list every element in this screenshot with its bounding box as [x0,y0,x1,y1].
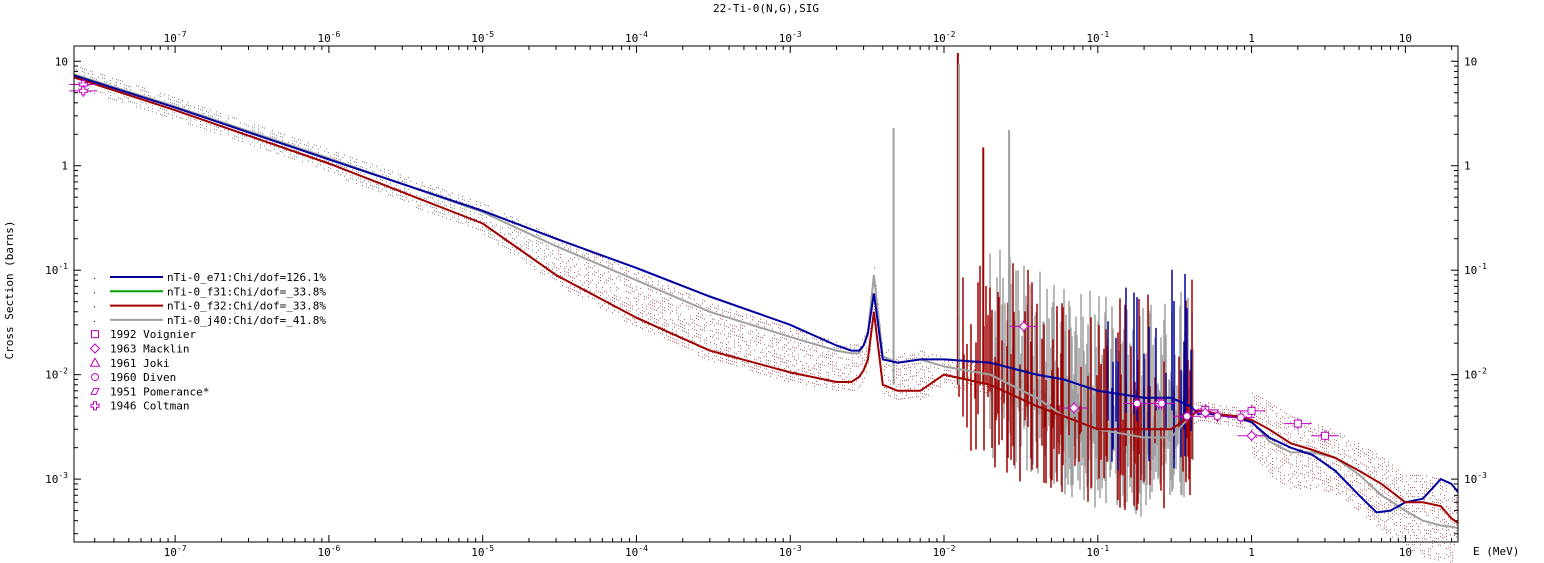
x-tick-label: 10-3 [779,544,802,559]
evaluation-curves [73,73,1459,530]
y-tick-label: 1 [61,160,68,173]
legend-label: 1963 Macklin [110,343,189,356]
resonance-spikes-blue [1107,269,1192,471]
experimental-points [69,78,1339,442]
marker-circle [1236,413,1245,422]
legend-dot: . [92,272,97,281]
y-tick-label: 10-3 [45,471,68,486]
y-tick-label: 10 [1464,55,1477,68]
x-tick-label: 10-2 [933,30,956,45]
marker-circle [91,373,99,382]
marker-square [91,330,99,339]
y-tick-label: 10-3 [1464,471,1487,486]
legend-dot: . [92,286,97,295]
resonance-structure [892,52,1194,517]
top-axis-ticks: 10-7 10-6 10-5 10-4 10-3 10-2 10-1 1 10 [94,30,1453,53]
x-tick-label: 10-1 [1086,544,1109,559]
y-tick-label: 10 [55,55,68,68]
marker-circle [1182,412,1191,421]
x-tick-label: 10-7 [164,544,187,559]
legend-label: nTi-0_j40:Chi/dof=_41.8% [167,314,326,327]
legend-dot: . [92,301,97,310]
y-tick-label: 10-2 [45,367,68,382]
x-tick-label: 10-5 [471,544,494,559]
legend-label: nTi-0_f32:Chi/dof=_33.8% [167,300,326,313]
x-tick-label: 10-3 [779,30,802,45]
right-axis-ticks: 10 1 10-1 10-2 10-3 [1451,55,1487,535]
bottom-axis-ticks: 10-7 10-6 10-5 10-4 10-3 10-2 10-1 1 10 [94,535,1453,559]
marker-diamond [1018,321,1029,332]
marker-diamond [1246,430,1257,441]
y-tick-label: 10-2 [1464,367,1487,382]
marker-circle [1133,399,1142,408]
marker-slash [90,387,100,395]
x-tick-label: 1 [1248,32,1255,45]
legend: . nTi-0_e71:Chi/dof=126.1%. nTi-0_f31:Chi/… [89,271,326,413]
legend-label: 1992 Voignier [110,328,196,341]
x-tick-label: 10 [1399,546,1412,559]
y-tick-label: 10-1 [45,262,68,277]
x-tick-label: 1 [1248,546,1255,559]
marker-cross [78,86,88,96]
x-tick-label: 10-4 [625,30,648,45]
plot-frame [73,45,1459,543]
x-tick-label: 10-2 [933,544,956,559]
legend-label: 1946 Coltman [110,400,189,413]
marker-diamond [1068,402,1080,414]
x-tick-label: 10-4 [625,544,648,559]
x-tick-label: 10-7 [164,30,187,45]
y-tick-label: 1 [1464,160,1471,173]
chart-title: 22-Ti-0(N,G),SIG [713,2,819,15]
marker-triangle [89,357,101,367]
series-line-nti-0-e71 [73,74,1459,514]
marker-cross [90,401,100,411]
marker-circle [1213,412,1222,421]
y-tick-label: 10-1 [1464,262,1487,277]
legend-label: 1960 Diven [110,371,176,384]
marker-square [1320,431,1329,440]
marker-diamond [89,343,101,354]
y-axis-label: Cross Section (barns) [3,220,16,359]
x-tick-label: 10 [1399,32,1412,45]
x-tick-label: 10-1 [1086,30,1109,45]
x-tick-label: 10-5 [471,30,494,45]
legend-dot: . [92,315,97,324]
series-line-nti-0-f32 [73,76,1459,524]
left-axis-ticks: 10 1 10-1 10-2 10-3 [45,55,81,535]
legend-label: nTi-0_f31:Chi/dof=_33.8% [167,285,326,298]
x-tick-label: 10-6 [317,30,340,45]
x-axis-label: E (MeV) [1473,545,1519,558]
legend-label: nTi-0_e71:Chi/dof=126.1% [167,271,326,284]
legend-label: 1951 Pomerance* [110,385,209,398]
marker-circle [1157,399,1166,408]
x-tick-label: 10-6 [317,544,340,559]
marker-square [1293,419,1302,428]
marker-square [1247,406,1256,415]
marker-diamond [1200,407,1211,419]
legend-label: 1961 Joki [110,357,170,370]
